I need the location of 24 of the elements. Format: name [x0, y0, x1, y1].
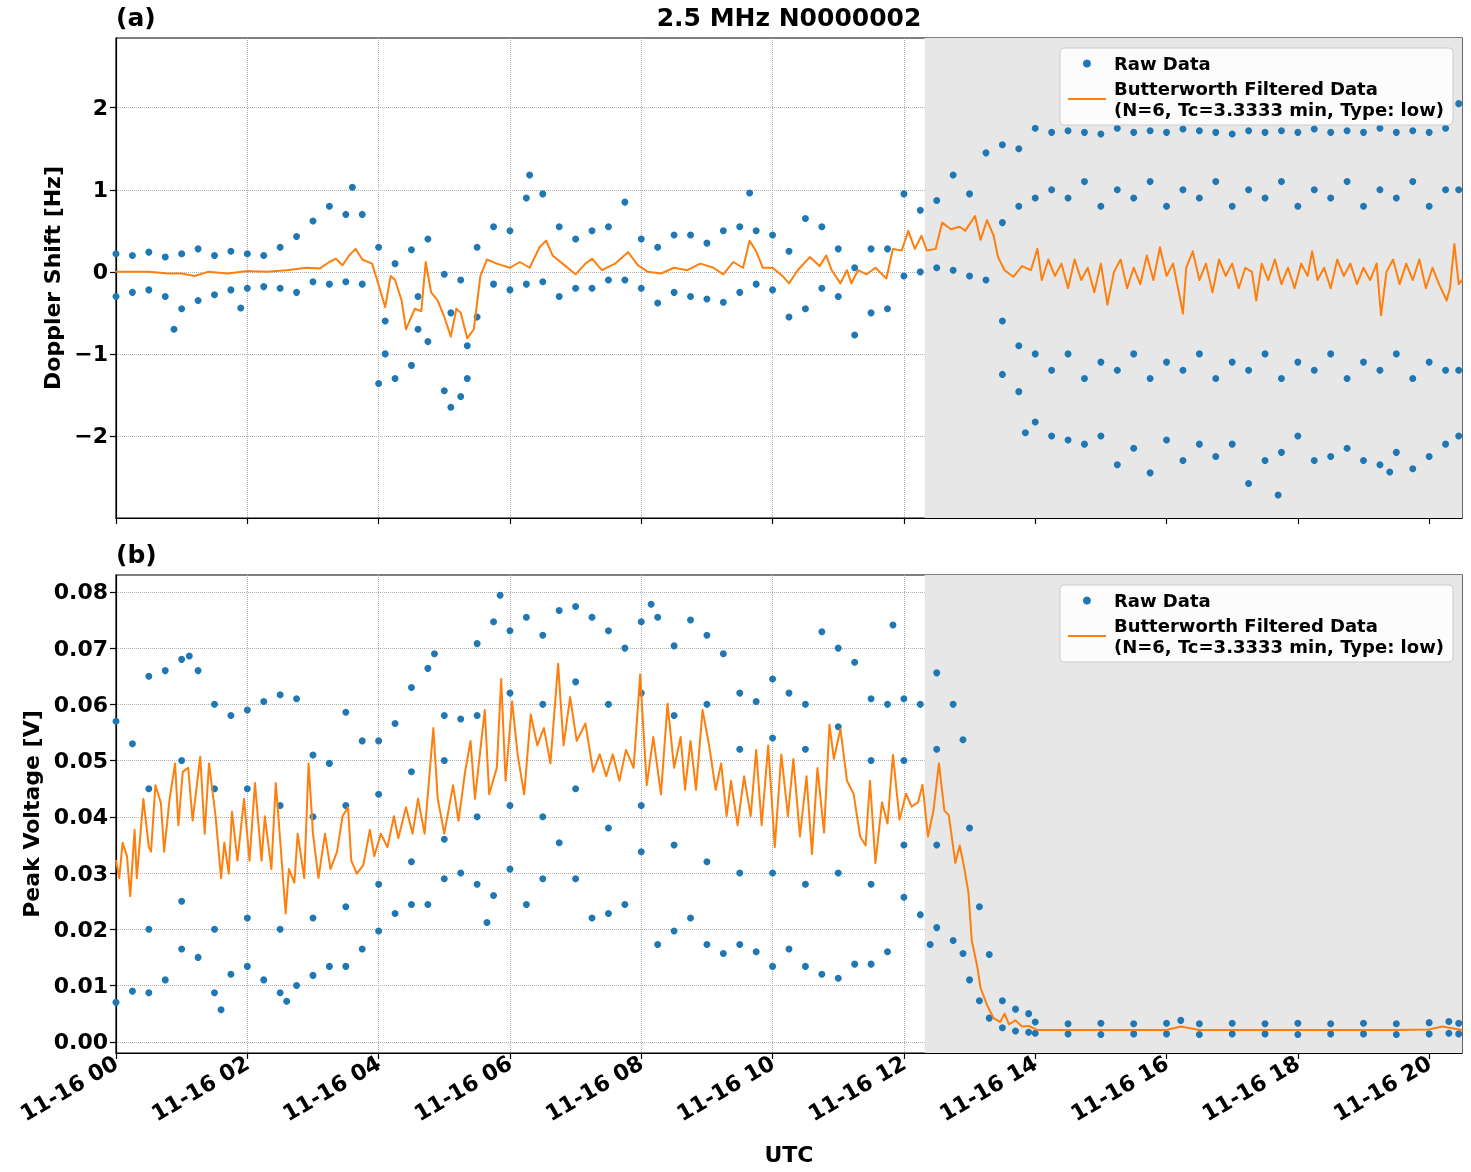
- text: (a): [116, 3, 156, 32]
- x-axis-title: UTC: [764, 1141, 814, 1167]
- y-tick-label: 0.03: [53, 860, 108, 886]
- y-tick-label: −1: [74, 341, 108, 367]
- y-tick-label: −2: [74, 423, 108, 449]
- y-tick-label: 0.00: [53, 1029, 108, 1055]
- y-axis-title: Doppler Shift [Hz]: [39, 166, 65, 390]
- legend-label: Raw Data: [1113, 53, 1211, 74]
- y-tick-label: 0.04: [53, 804, 108, 830]
- y-tick-label: 0.07: [53, 635, 108, 661]
- y-axis-title: Peak Voltage [V]: [18, 710, 44, 918]
- y-tick-label: 0.01: [53, 973, 108, 999]
- y-tick-label: 2: [92, 95, 108, 121]
- legend-label: Raw Data: [1113, 590, 1211, 611]
- y-tick-label: 0: [92, 259, 108, 285]
- y-tick-label: 0.05: [53, 748, 108, 774]
- y-tick-label: 1: [92, 177, 108, 203]
- chart-title: 2.5 MHz N0000002: [656, 3, 922, 32]
- y-tick-label: 0.06: [53, 691, 108, 717]
- legend-label: Butterworth Filtered Data (N=6, Tc=3.3333 min, Type: low): [1113, 615, 1445, 657]
- y-tick-label: 0.08: [53, 579, 108, 605]
- y-tick-label: 0.02: [53, 916, 108, 942]
- legend-label: Butterworth Filtered Data (N=6, Tc=3.3333 min, Type: low): [1113, 78, 1445, 120]
- text: (b): [116, 540, 157, 569]
